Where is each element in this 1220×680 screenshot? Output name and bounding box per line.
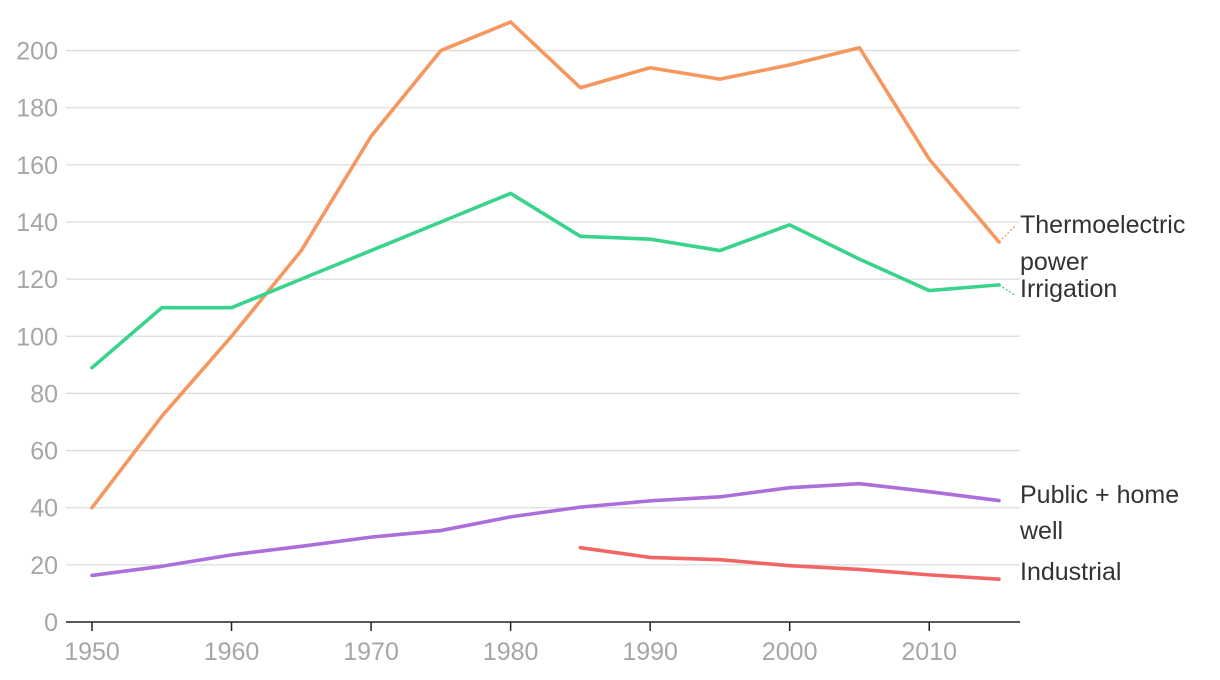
x-axis-ticks: 1950 1960 1970 1980 1990 2000 2010 [64, 622, 957, 666]
x-tick-label: 1950 [64, 638, 120, 666]
series-line-public [90, 481, 1001, 578]
series-label-irrigation: Irrigation [1020, 275, 1117, 303]
series-label-public: well [1019, 517, 1063, 545]
x-tick-label: 2010 [901, 638, 957, 666]
y-tick-label: 40 [30, 495, 58, 523]
x-tick-label: 1990 [622, 638, 678, 666]
x-tick-label: 1960 [204, 638, 260, 666]
y-tick-label: 120 [16, 266, 58, 294]
series-line-industrial [578, 545, 1001, 581]
series-label-thermo: Thermoelectric [1020, 211, 1185, 239]
y-tick-label: 140 [16, 209, 58, 237]
y-tick-label: 180 [16, 95, 58, 123]
y-tick-label: 100 [16, 323, 58, 351]
y-tick-label: 80 [30, 380, 58, 408]
y-axis-ticks: 0 20 40 60 80 100 120 140 160 180 200 [16, 38, 58, 637]
label-leader-irrigation [998, 284, 1017, 297]
series-line-irrigation [90, 191, 1001, 370]
y-tick-label: 0 [44, 609, 58, 637]
y-tick-label: 60 [30, 438, 58, 466]
series-label-thermo: power [1020, 248, 1088, 276]
series-line-thermo [90, 20, 1001, 510]
series-lines [90, 20, 1001, 581]
x-tick-label: 1970 [343, 638, 399, 666]
x-tick-label: 2000 [762, 638, 818, 666]
x-tick-label: 1980 [483, 638, 539, 666]
series-label-industrial: Industrial [1020, 558, 1121, 586]
y-tick-label: 200 [16, 38, 58, 66]
y-tick-label: 20 [30, 552, 58, 580]
y-tick-label: 160 [16, 152, 58, 180]
series-label-public: Public + home [1020, 481, 1179, 509]
label-leader-thermo [998, 224, 1017, 243]
